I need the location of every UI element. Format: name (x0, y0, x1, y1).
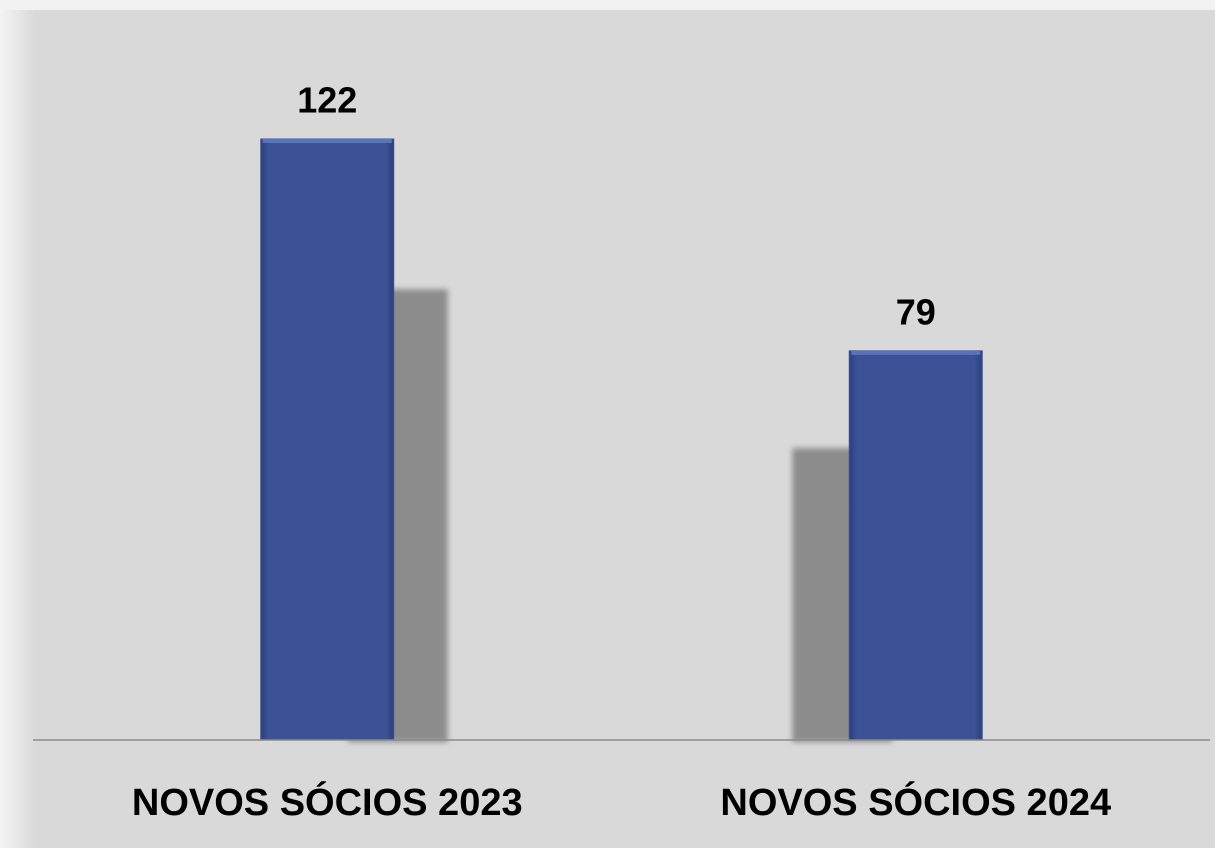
data-label: 79 (896, 291, 936, 332)
bar-highlight (851, 350, 981, 355)
x-tick-label: NOVOS SÓCIOS 2023 (132, 780, 523, 824)
data-label: 122 (297, 80, 357, 121)
bar-highlight (262, 139, 392, 143)
bar (260, 138, 395, 741)
plot-background (0, 10, 1215, 848)
bars (260, 138, 983, 741)
bar (848, 350, 983, 741)
x-tick-label: NOVOS SÓCIOS 2024 (720, 780, 1111, 824)
